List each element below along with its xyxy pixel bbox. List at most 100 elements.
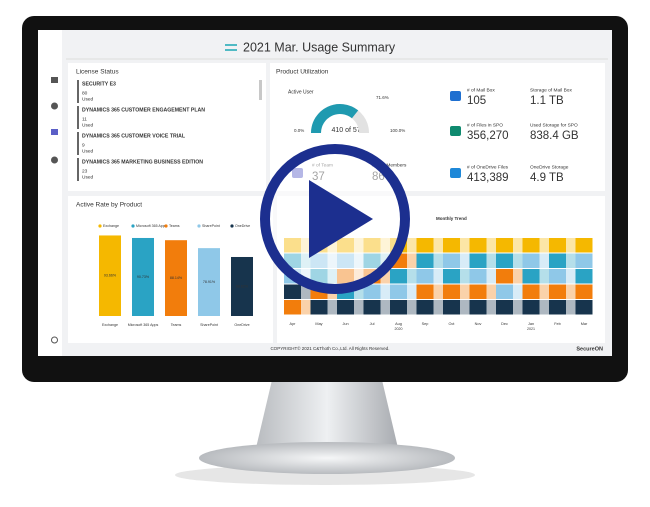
- ribbon-link: [460, 269, 470, 284]
- ribbon-segment: [284, 284, 301, 299]
- ribbon-segment: [443, 238, 460, 253]
- month-label: Sep: [422, 322, 429, 326]
- scrollbar[interactable]: [259, 80, 262, 100]
- license-name: DYNAMICS 365 MARKETING BUSINESS EDITION: [82, 159, 203, 165]
- ribbon-segment: [522, 284, 540, 299]
- bar-label: 88.14%: [170, 276, 183, 280]
- category-label: Microsoft 365 Apps: [128, 323, 159, 327]
- ribbon-segment: [522, 253, 540, 268]
- ribbon-segment: [496, 300, 513, 315]
- ribbon-link: [566, 300, 576, 315]
- gauge-label: Active User: [288, 89, 314, 95]
- gauge-value: 71.6%: [376, 95, 389, 100]
- ribbon-link: [301, 300, 311, 315]
- ribbon-segment: [390, 284, 407, 299]
- ribbon-link: [486, 253, 496, 268]
- help-icon[interactable]: [51, 336, 58, 344]
- bar: [231, 256, 253, 316]
- metric-label: # of Files in SPO: [467, 122, 503, 128]
- license-name: DYNAMICS 365 CUSTOMER ENGAGEMENT PLAN: [82, 107, 205, 113]
- metric-label: Used Storage for SPO: [530, 122, 578, 128]
- users-icon[interactable]: [51, 156, 58, 164]
- metric-label: OneDrive Storage: [530, 164, 569, 170]
- month-label: Jun: [342, 322, 348, 326]
- legend-swatch: [230, 224, 234, 228]
- teams-icon[interactable]: [51, 129, 58, 135]
- menu-icon[interactable]: [225, 44, 237, 51]
- month-label: Feb: [554, 322, 561, 326]
- ribbon-segment: [522, 300, 540, 315]
- panel-title: Active Rate by Product: [76, 202, 142, 209]
- ribbon-link: [539, 300, 549, 315]
- ribbon-segment: [469, 300, 487, 315]
- gauge-min: 0.0%: [294, 128, 304, 133]
- ribbon-segment: [469, 238, 487, 253]
- legend-label: Microsoft 365 Apps: [136, 224, 167, 228]
- ribbon-segment: [416, 253, 434, 268]
- legend-swatch: [197, 224, 201, 228]
- metric-value: 4.9 TB: [530, 172, 564, 184]
- category-label: SharePoint: [200, 323, 218, 327]
- panel: [68, 63, 266, 191]
- ribbon-link: [566, 284, 576, 299]
- monitor-neck: [256, 380, 398, 448]
- month-label: Dec: [501, 322, 508, 326]
- ribbon-link: [486, 284, 496, 299]
- ribbon-link: [513, 253, 523, 268]
- metric-value: 413,389: [467, 172, 509, 184]
- ribbon-segment: [310, 300, 328, 315]
- license-unit: Used: [82, 96, 94, 102]
- sidebar: [38, 30, 62, 356]
- ribbon-link: [407, 253, 417, 268]
- ribbon-link: [539, 284, 549, 299]
- category-label: Exchange: [102, 323, 118, 327]
- license-count: 9: [82, 142, 85, 148]
- ribbon-segment: [522, 269, 540, 284]
- metric-label: # of Mail Box: [467, 87, 495, 93]
- chart-icon[interactable]: [51, 102, 58, 110]
- month-label: May: [315, 322, 322, 326]
- bar-label: 90.73%: [137, 275, 150, 279]
- ribbon-segment: [363, 284, 381, 299]
- ribbon-link: [566, 269, 576, 284]
- license-unit: Used: [82, 148, 94, 154]
- ribbon-segment: [469, 269, 487, 284]
- ribbon-link: [460, 300, 470, 315]
- ribbon-segment: [443, 284, 460, 299]
- ribbon-segment: [549, 238, 566, 253]
- legend-label: SharePoint: [202, 224, 220, 228]
- bar: [132, 237, 154, 316]
- ribbon-segment: [549, 300, 566, 315]
- ribbon-link: [539, 269, 549, 284]
- ribbon-segment: [575, 269, 593, 284]
- ribbon-segment: [416, 284, 434, 299]
- bar-label: 78.91%: [203, 280, 216, 284]
- bar-label: 93.66%: [104, 274, 117, 278]
- ribbon-segment: [390, 269, 407, 284]
- ribbon-link: [513, 300, 523, 315]
- license-name: DYNAMICS 365 CUSTOMER VOICE TRIAL: [82, 133, 186, 139]
- license-unit: Used: [82, 122, 94, 128]
- ribbon-link: [460, 284, 470, 299]
- ribbon-link: [513, 269, 523, 284]
- legend-label: Teams: [169, 224, 180, 228]
- ribbon-segment: [416, 300, 434, 315]
- dashboard-title: 2021 Mar. Usage Summary: [243, 40, 396, 54]
- ribbon-segment: [575, 284, 593, 299]
- home-icon[interactable]: [51, 77, 58, 83]
- bar: [198, 248, 220, 316]
- ribbon-segment: [416, 238, 434, 253]
- metric-label: # of OneDrive Files: [467, 164, 509, 170]
- metric-value: 105: [467, 95, 486, 107]
- ribbon-link: [566, 253, 576, 268]
- ribbon-link: [407, 300, 417, 315]
- month-label: Aug: [395, 322, 402, 326]
- ribbon-segment: [549, 253, 566, 268]
- play-triangle[interactable]: [309, 180, 373, 258]
- bar: [165, 240, 187, 316]
- license-unit: Used: [82, 174, 94, 180]
- gauge-summary: 410 of 573: [331, 127, 364, 134]
- play-button[interactable]: [260, 144, 410, 294]
